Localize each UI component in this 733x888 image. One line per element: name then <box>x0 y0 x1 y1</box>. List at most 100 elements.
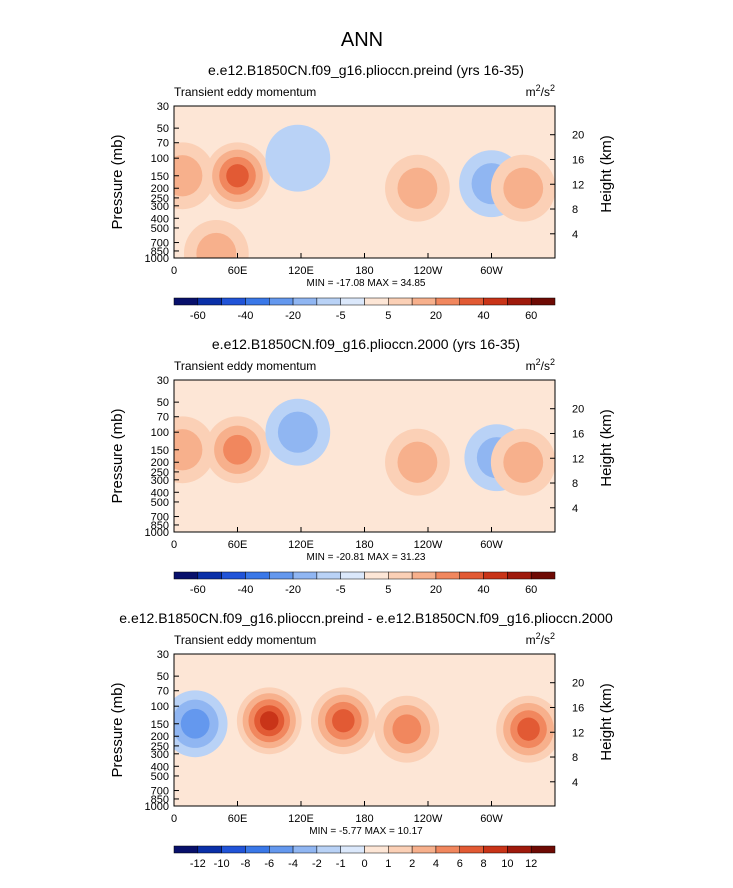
colorbar-bin <box>173 571 199 580</box>
y2-tick-label: 20 <box>572 678 584 690</box>
colorbar-bin <box>411 571 437 580</box>
y-tick-label: 100 <box>151 153 169 165</box>
figure-title: ANN <box>341 29 383 51</box>
panel-title: e.e12.B1850CN.f09_g16.plioccn.2000 (yrs … <box>212 336 520 352</box>
field-feature <box>205 142 270 210</box>
units-unit-exp1: 2 <box>536 631 541 641</box>
panel-3: e.e12.B1850CN.f09_g16.plioccn.preind - e… <box>109 610 615 870</box>
colorbar-label: -60 <box>190 584 206 596</box>
colorbar-bin <box>530 845 556 854</box>
colorbar-bin <box>292 571 318 580</box>
colorbar-bin <box>435 571 460 580</box>
x-tick-label: 120E <box>288 813 314 825</box>
units-label: m2/s2 <box>526 83 555 99</box>
colorbar-bin <box>197 297 222 306</box>
y2-tick-label: 16 <box>572 154 584 166</box>
units-unit-exp2: 2 <box>550 631 555 641</box>
y2-tick-label: 8 <box>572 204 578 216</box>
y-tick-label: 70 <box>157 686 169 698</box>
contour-band <box>517 717 540 741</box>
panel-subtitle: Transient eddy momentum <box>174 359 316 373</box>
contour-band <box>392 714 422 745</box>
colorbar-label: 4 <box>433 858 439 870</box>
min-max-stats: MIN = -17.08 MAX = 34.85 <box>307 278 426 289</box>
colorbar-label: 2 <box>409 858 415 870</box>
x-tick-label: 180 <box>355 539 373 551</box>
y2-tick-label: 12 <box>572 179 584 191</box>
colorbar-bin <box>530 297 556 306</box>
panel-subtitle: Transient eddy momentum <box>174 85 316 99</box>
y-tick-label: 30 <box>157 649 169 661</box>
colorbar-label: 0 <box>361 858 367 870</box>
contour-band <box>277 411 318 453</box>
x-tick-label: 60E <box>228 265 248 277</box>
y-tick-label: 100 <box>151 701 169 713</box>
y2-tick-label: 8 <box>572 752 578 764</box>
contour-band <box>180 708 210 739</box>
y2-tick-label: 16 <box>572 702 584 714</box>
colorbar-label: -60 <box>190 310 206 322</box>
colorbar-bin <box>197 571 222 580</box>
y-tick-label: 400 <box>151 761 169 773</box>
colorbar-label: -4 <box>288 858 298 870</box>
min-max-stats: MIN = -5.77 MAX = 10.17 <box>309 826 423 837</box>
colorbar-label: 60 <box>525 310 537 322</box>
y-tick-label: 400 <box>151 487 169 499</box>
y-tick-label: 200 <box>151 457 169 469</box>
y-tick-label: 250 <box>151 193 169 205</box>
field-feature <box>174 142 215 210</box>
y-tick-label: 850 <box>151 794 169 806</box>
y-tick-label: 500 <box>151 497 169 509</box>
colorbar-bin <box>388 297 413 306</box>
contour-band <box>174 155 203 197</box>
units-unit-base: m <box>526 633 536 647</box>
colorbar-bin <box>340 845 365 854</box>
y-tick-label: 50 <box>157 671 169 683</box>
x-tick-label: 180 <box>355 813 373 825</box>
y-tick-label: 500 <box>151 771 169 783</box>
colorbar-bin <box>245 845 270 854</box>
x-tick-label: 60W <box>480 265 503 277</box>
colorbar-bin <box>269 297 294 306</box>
y2-axis-title: Height (km) <box>598 135 615 213</box>
x-tick-label: 120W <box>414 265 443 277</box>
colorbar-bin <box>507 297 532 306</box>
colorbar-bin <box>221 297 246 306</box>
colorbar-bin <box>459 297 484 306</box>
y-tick-label: 70 <box>157 412 169 424</box>
colorbar-label: 6 <box>457 858 463 870</box>
y2-tick-label: 4 <box>572 777 578 789</box>
y2-tick-label: 12 <box>572 727 584 739</box>
colorbar-label: -6 <box>264 858 274 870</box>
x-tick-label: 60W <box>480 813 503 825</box>
panel-title: e.e12.B1850CN.f09_g16.plioccn.preind - e… <box>119 610 613 626</box>
colorbar-bin <box>316 845 341 854</box>
y-tick-label: 850 <box>151 246 169 258</box>
colorbar-label: -8 <box>241 858 251 870</box>
colorbar-label: 10 <box>501 858 513 870</box>
y2-axis-title: Height (km) <box>598 409 615 487</box>
colorbar-label: -2 <box>312 858 322 870</box>
x-tick-label: 120W <box>414 813 443 825</box>
colorbar-label: -40 <box>237 310 253 322</box>
y-tick-label: 30 <box>157 101 169 113</box>
contour-band <box>503 441 544 483</box>
colorbar-bin <box>483 845 508 854</box>
y-tick-label: 250 <box>151 467 169 479</box>
colorbar-label: 5 <box>385 310 391 322</box>
y-axis-title: Pressure (mb) <box>109 682 126 777</box>
y-tick-label: 30 <box>157 375 169 387</box>
colorbar-bin <box>245 571 270 580</box>
y-tick-label: 200 <box>151 731 169 743</box>
y-tick-label: 300 <box>151 475 169 487</box>
colorbar-bin <box>316 297 341 306</box>
field-feature <box>236 687 302 755</box>
colorbar-bin <box>507 571 532 580</box>
y2-tick-label: 20 <box>572 404 584 416</box>
field-feature <box>174 690 228 758</box>
units-label: m2/s2 <box>526 631 555 647</box>
y-tick-label: 1000 <box>145 253 169 265</box>
units-unit-base: m <box>526 359 536 373</box>
colorbar-label: 20 <box>430 584 442 596</box>
